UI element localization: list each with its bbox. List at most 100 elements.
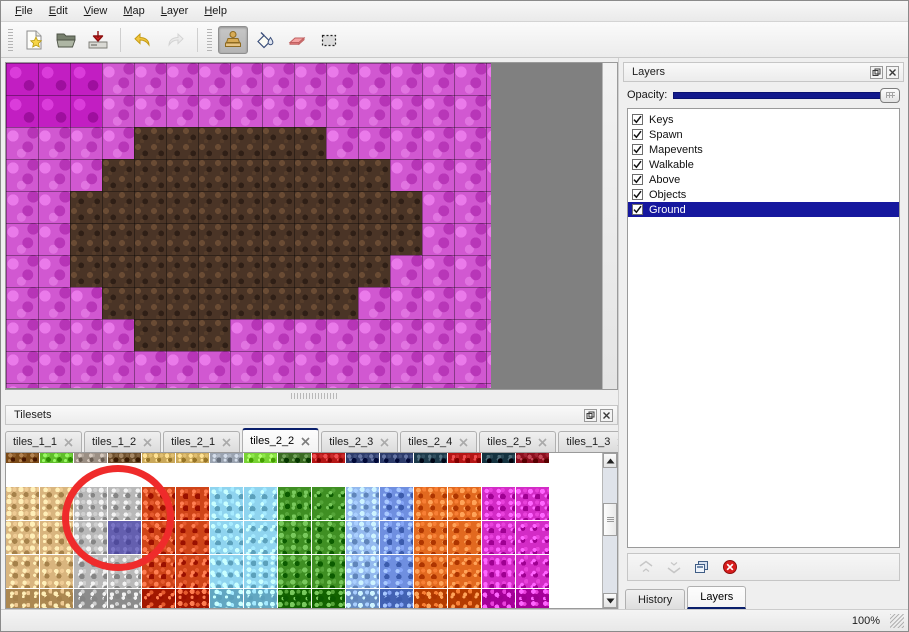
resize-grip[interactable] xyxy=(890,613,904,628)
layer-visibility-checkbox[interactable] xyxy=(632,144,643,155)
toolbar-grip[interactable] xyxy=(7,28,14,51)
move-layer-down-button[interactable] xyxy=(664,557,684,577)
tileset-tile[interactable] xyxy=(448,589,481,608)
menu-view[interactable]: View xyxy=(83,5,108,17)
tileset-tile[interactable] xyxy=(482,555,515,588)
tileset-tile[interactable] xyxy=(278,453,311,463)
tileset-tile[interactable] xyxy=(482,453,515,463)
menu-help[interactable]: Help xyxy=(204,5,227,17)
redo-button[interactable] xyxy=(160,26,190,54)
move-layer-up-button[interactable] xyxy=(636,557,656,577)
tileset-tile[interactable] xyxy=(278,589,311,608)
stamp-brush-button[interactable] xyxy=(218,25,248,54)
tileset-tile[interactable] xyxy=(312,589,345,608)
tileset-tile[interactable] xyxy=(244,487,277,520)
tileset-tile[interactable] xyxy=(6,555,39,588)
menu-edit[interactable]: Edit xyxy=(48,5,68,17)
layer-row[interactable]: Walkable xyxy=(628,157,899,172)
layer-visibility-checkbox[interactable] xyxy=(632,189,643,200)
tileset-tile[interactable] xyxy=(380,555,413,588)
tilesets-float-icon[interactable] xyxy=(584,408,597,422)
tileset-tile[interactable] xyxy=(210,521,243,554)
tileset-tile[interactable] xyxy=(346,589,379,608)
tileset-tile[interactable] xyxy=(176,487,209,520)
tileset-tile[interactable] xyxy=(448,453,481,463)
delete-layer-button[interactable] xyxy=(720,557,740,577)
layer-visibility-checkbox[interactable] xyxy=(632,204,643,215)
tileset-tab-tiles_1_2[interactable]: tiles_1_2 xyxy=(84,431,162,452)
open-file-button[interactable] xyxy=(51,26,81,54)
tileset-tile[interactable] xyxy=(414,453,447,463)
opacity-slider-handle[interactable] xyxy=(880,87,900,103)
menu-map[interactable]: Map xyxy=(123,5,145,17)
save-file-button[interactable] xyxy=(83,26,113,54)
new-file-button[interactable] xyxy=(19,26,49,54)
tileset-tile[interactable] xyxy=(516,453,549,463)
tileset-tile[interactable] xyxy=(448,521,481,554)
layer-row[interactable]: Above xyxy=(628,172,899,187)
tileset-tile[interactable] xyxy=(380,589,413,608)
tileset-tab-tiles_2_1[interactable]: tiles_2_1 xyxy=(163,431,241,452)
layer-row[interactable]: Mapevents xyxy=(628,142,899,157)
tileset-tile[interactable] xyxy=(516,521,549,554)
layer-visibility-checkbox[interactable] xyxy=(632,159,643,170)
map-vertical-scrollbar[interactable] xyxy=(602,63,617,389)
tileset-tile[interactable] xyxy=(74,487,107,520)
tileset-tile[interactable] xyxy=(108,555,141,588)
tileset-tile[interactable] xyxy=(380,521,413,554)
tileset-tile[interactable] xyxy=(210,589,243,608)
tileset-tile[interactable] xyxy=(414,555,447,588)
layer-row[interactable]: Ground xyxy=(628,202,899,217)
tileset-tile[interactable] xyxy=(74,555,107,588)
toolbar-grip-2[interactable] xyxy=(206,28,213,51)
tileset-tile[interactable] xyxy=(40,521,73,554)
layer-visibility-checkbox[interactable] xyxy=(632,129,643,140)
tileset-tab-tiles_2_5[interactable]: tiles_2_5 xyxy=(479,431,557,452)
tileset-tile[interactable] xyxy=(142,589,175,608)
tileset-tile[interactable] xyxy=(176,453,209,463)
tileset-tile[interactable] xyxy=(312,521,345,554)
opacity-slider[interactable] xyxy=(673,86,900,104)
layers-float-icon[interactable] xyxy=(870,65,883,79)
scroll-up-button[interactable] xyxy=(603,453,617,468)
tileset-tile[interactable] xyxy=(516,589,549,608)
tileset-tile[interactable] xyxy=(142,487,175,520)
tilesets-close-icon[interactable] xyxy=(600,408,613,422)
tab-close-icon[interactable] xyxy=(537,437,548,448)
tileset-tile[interactable] xyxy=(346,521,379,554)
eraser-button[interactable] xyxy=(282,26,312,54)
tileset-tile[interactable] xyxy=(414,589,447,608)
scrollbar-thumb[interactable] xyxy=(603,503,617,536)
tileset-tile[interactable] xyxy=(516,555,549,588)
tab-history[interactable]: History xyxy=(625,589,686,609)
tileset-scroll-area[interactable] xyxy=(6,453,602,608)
tileset-tile[interactable] xyxy=(414,487,447,520)
tab-close-icon[interactable] xyxy=(458,437,469,448)
tileset-tile[interactable] xyxy=(244,589,277,608)
map-splitter-handle[interactable] xyxy=(9,390,618,403)
layer-visibility-checkbox[interactable] xyxy=(632,114,643,125)
tileset-tile[interactable] xyxy=(516,487,549,520)
rectangular-select-button[interactable] xyxy=(314,26,344,54)
tileset-tile[interactable] xyxy=(346,487,379,520)
tileset-tile[interactable] xyxy=(176,555,209,588)
tileset-tile[interactable] xyxy=(176,589,209,608)
tab-layers[interactable]: Layers xyxy=(687,586,747,609)
tileset-tile[interactable] xyxy=(278,487,311,520)
tileset-tile[interactable] xyxy=(142,521,175,554)
tileset-tab-tiles_2_4[interactable]: tiles_2_4 xyxy=(400,431,478,452)
tileset-tile[interactable] xyxy=(6,589,39,608)
undo-button[interactable] xyxy=(128,26,158,54)
bucket-fill-button[interactable] xyxy=(250,26,280,54)
tileset-tile[interactable] xyxy=(74,453,107,463)
tileset-vertical-scrollbar[interactable] xyxy=(602,453,617,608)
tileset-tab-tiles_2_2[interactable]: tiles_2_2 xyxy=(242,428,320,452)
tileset-tile[interactable] xyxy=(108,521,141,554)
layers-close-icon[interactable] xyxy=(886,65,899,79)
tileset-tile[interactable] xyxy=(108,453,141,463)
tileset-tile[interactable] xyxy=(278,555,311,588)
tileset-tile[interactable] xyxy=(346,555,379,588)
tileset-tile[interactable] xyxy=(108,589,141,608)
layer-row[interactable]: Spawn xyxy=(628,127,899,142)
tileset-tile[interactable] xyxy=(142,453,175,463)
